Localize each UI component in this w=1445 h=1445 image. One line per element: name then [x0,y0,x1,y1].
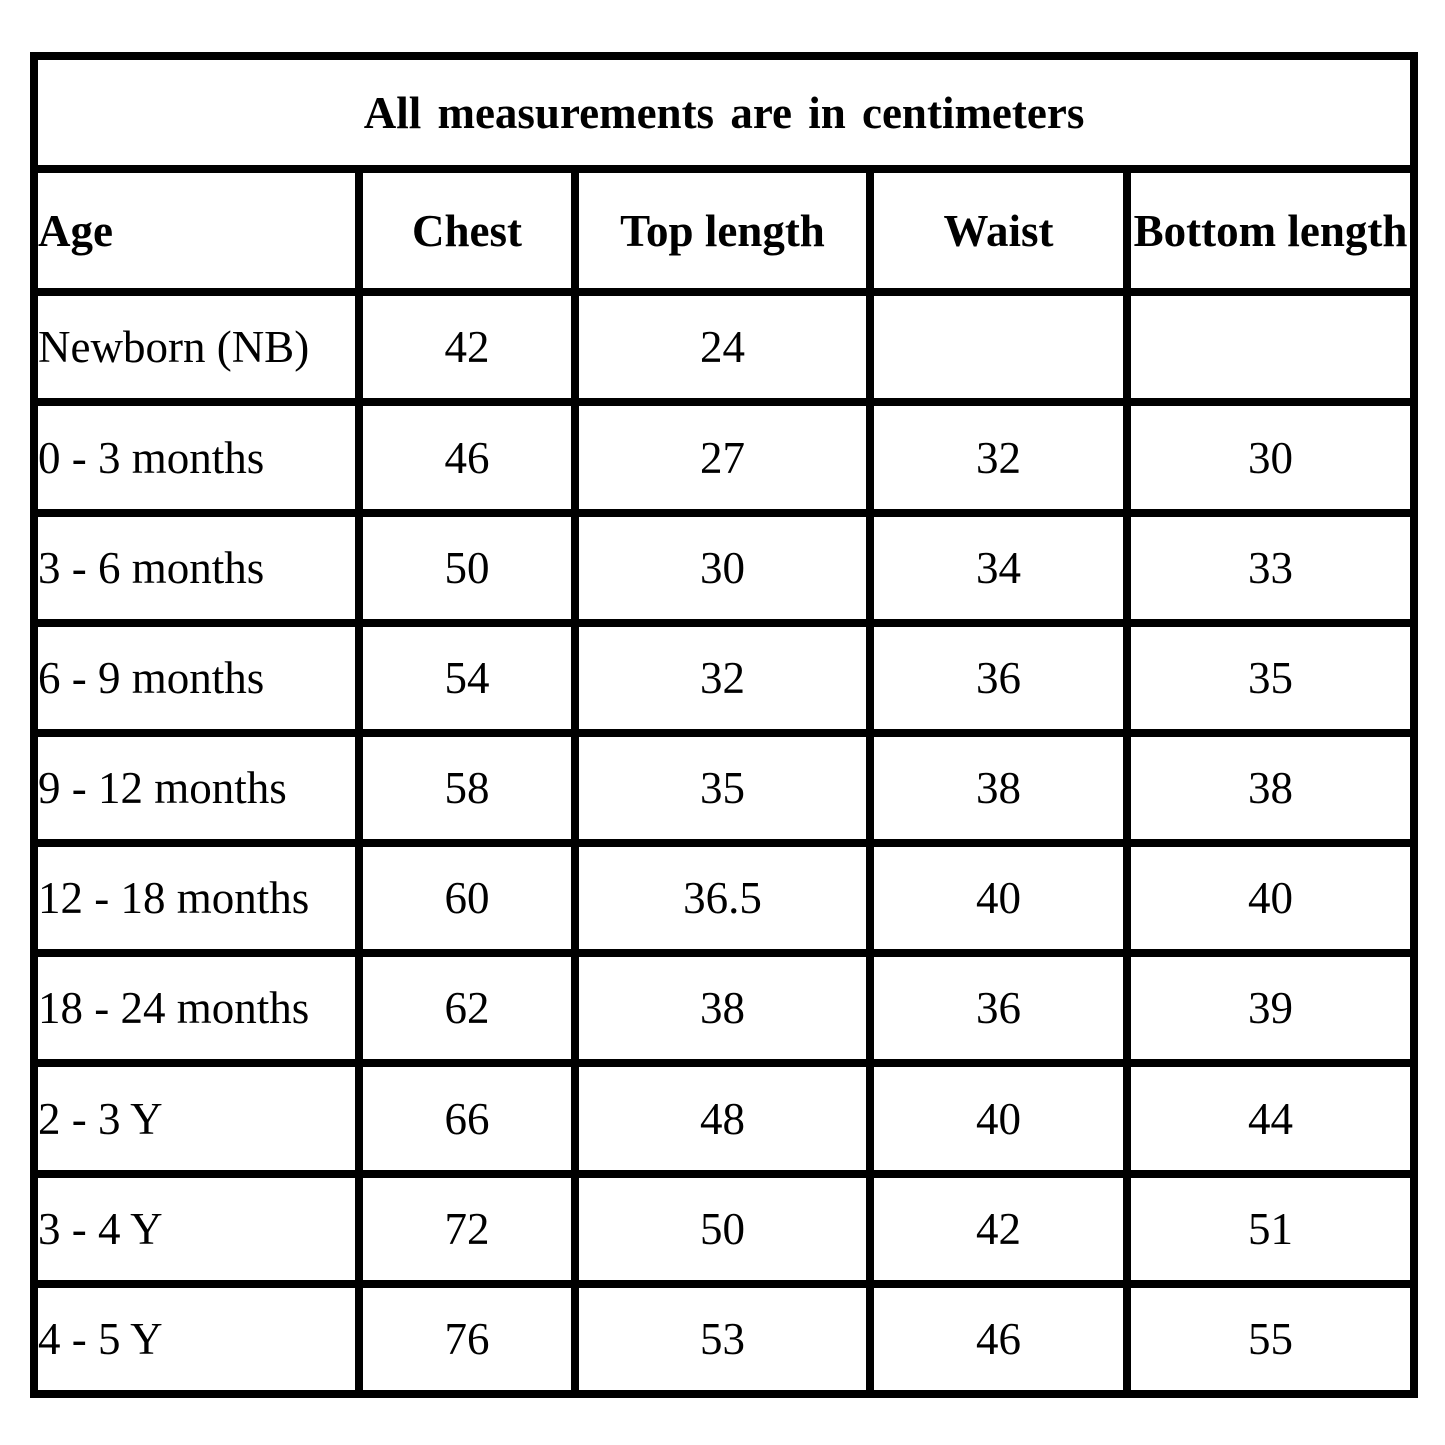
chest-value: 72 [355,1169,579,1288]
table-row: 18 - 24 months 62 38 36 39 [30,949,1419,1068]
top-length-value: 27 [571,398,874,517]
age-cell: 9 - 12 months [30,728,363,848]
size-chart-table: All measurements are in centimeters Age … [29,51,1419,1399]
header-row: Age Chest Top length Waist Bottom length [30,165,1419,297]
waist-value: 46 [866,1279,1131,1399]
table-row: 3 - 6 months 50 30 34 33 [30,508,1419,627]
waist-value: 40 [866,1059,1131,1178]
chest-value: 58 [355,728,579,848]
chest-value: 62 [355,949,579,1068]
column-header-age: Age [30,165,363,297]
bottom-length-value: 44 [1122,1059,1419,1178]
chest-value: 42 [355,288,579,407]
top-length-value: 30 [571,508,874,627]
column-header-waist: Waist [866,165,1131,297]
age-cell: 4 - 5 Y [30,1279,363,1399]
age-cell: Newborn (NB) [30,288,363,407]
top-length-value: 50 [571,1169,874,1288]
column-header-chest: Chest [355,165,579,297]
table-title: All measurements are in centimeters [29,51,1419,174]
chest-value: 54 [355,618,579,737]
waist-value: 38 [866,728,1131,848]
title-row: All measurements are in centimeters [29,51,1419,174]
bottom-length-value: 39 [1122,949,1419,1068]
bottom-length-value: 40 [1122,839,1419,958]
table-row: 9 - 12 months 58 35 38 38 [30,728,1419,848]
waist-value: 36 [866,618,1131,737]
waist-value: 40 [866,839,1131,958]
top-length-value: 36.5 [571,839,874,958]
bottom-length-value [1122,288,1419,407]
top-length-value: 35 [571,728,874,848]
top-length-value: 32 [571,618,874,737]
bottom-length-value: 35 [1122,618,1419,737]
top-length-value: 38 [571,949,874,1068]
top-length-value: 53 [571,1279,874,1399]
bottom-length-value: 30 [1122,398,1419,517]
table-row: 3 - 4 Y 72 50 42 51 [30,1169,1419,1288]
chest-value: 60 [355,839,579,958]
age-cell: 3 - 6 months [30,508,363,627]
table-row: Newborn (NB) 42 24 [30,288,1419,407]
bottom-length-value: 55 [1122,1279,1419,1399]
waist-value [866,288,1131,407]
table-row: 0 - 3 months 46 27 32 30 [30,398,1419,517]
top-length-value: 48 [571,1059,874,1178]
column-header-top-length: Top length [571,165,874,297]
age-cell: 3 - 4 Y [30,1169,363,1288]
bottom-length-value: 51 [1122,1169,1419,1288]
table-row: 4 - 5 Y 76 53 46 55 [30,1279,1419,1399]
waist-value: 34 [866,508,1131,627]
waist-value: 42 [866,1169,1131,1288]
age-cell: 12 - 18 months [30,839,363,958]
age-cell: 0 - 3 months [30,398,363,517]
bottom-length-value: 38 [1122,728,1419,848]
chest-value: 50 [355,508,579,627]
table-row: 2 - 3 Y 66 48 40 44 [30,1059,1419,1178]
table-row: 12 - 18 months 60 36.5 40 40 [30,839,1419,958]
waist-value: 36 [866,949,1131,1068]
table-row: 6 - 9 months 54 32 36 35 [30,618,1419,737]
chest-value: 46 [355,398,579,517]
column-header-bottom-length: Bottom length [1122,165,1419,297]
age-cell: 18 - 24 months [30,949,363,1068]
waist-value: 32 [866,398,1131,517]
chest-value: 66 [355,1059,579,1178]
top-length-value: 24 [571,288,874,407]
chest-value: 76 [355,1279,579,1399]
age-cell: 2 - 3 Y [30,1059,363,1178]
bottom-length-value: 33 [1122,508,1419,627]
age-cell: 6 - 9 months [30,618,363,737]
